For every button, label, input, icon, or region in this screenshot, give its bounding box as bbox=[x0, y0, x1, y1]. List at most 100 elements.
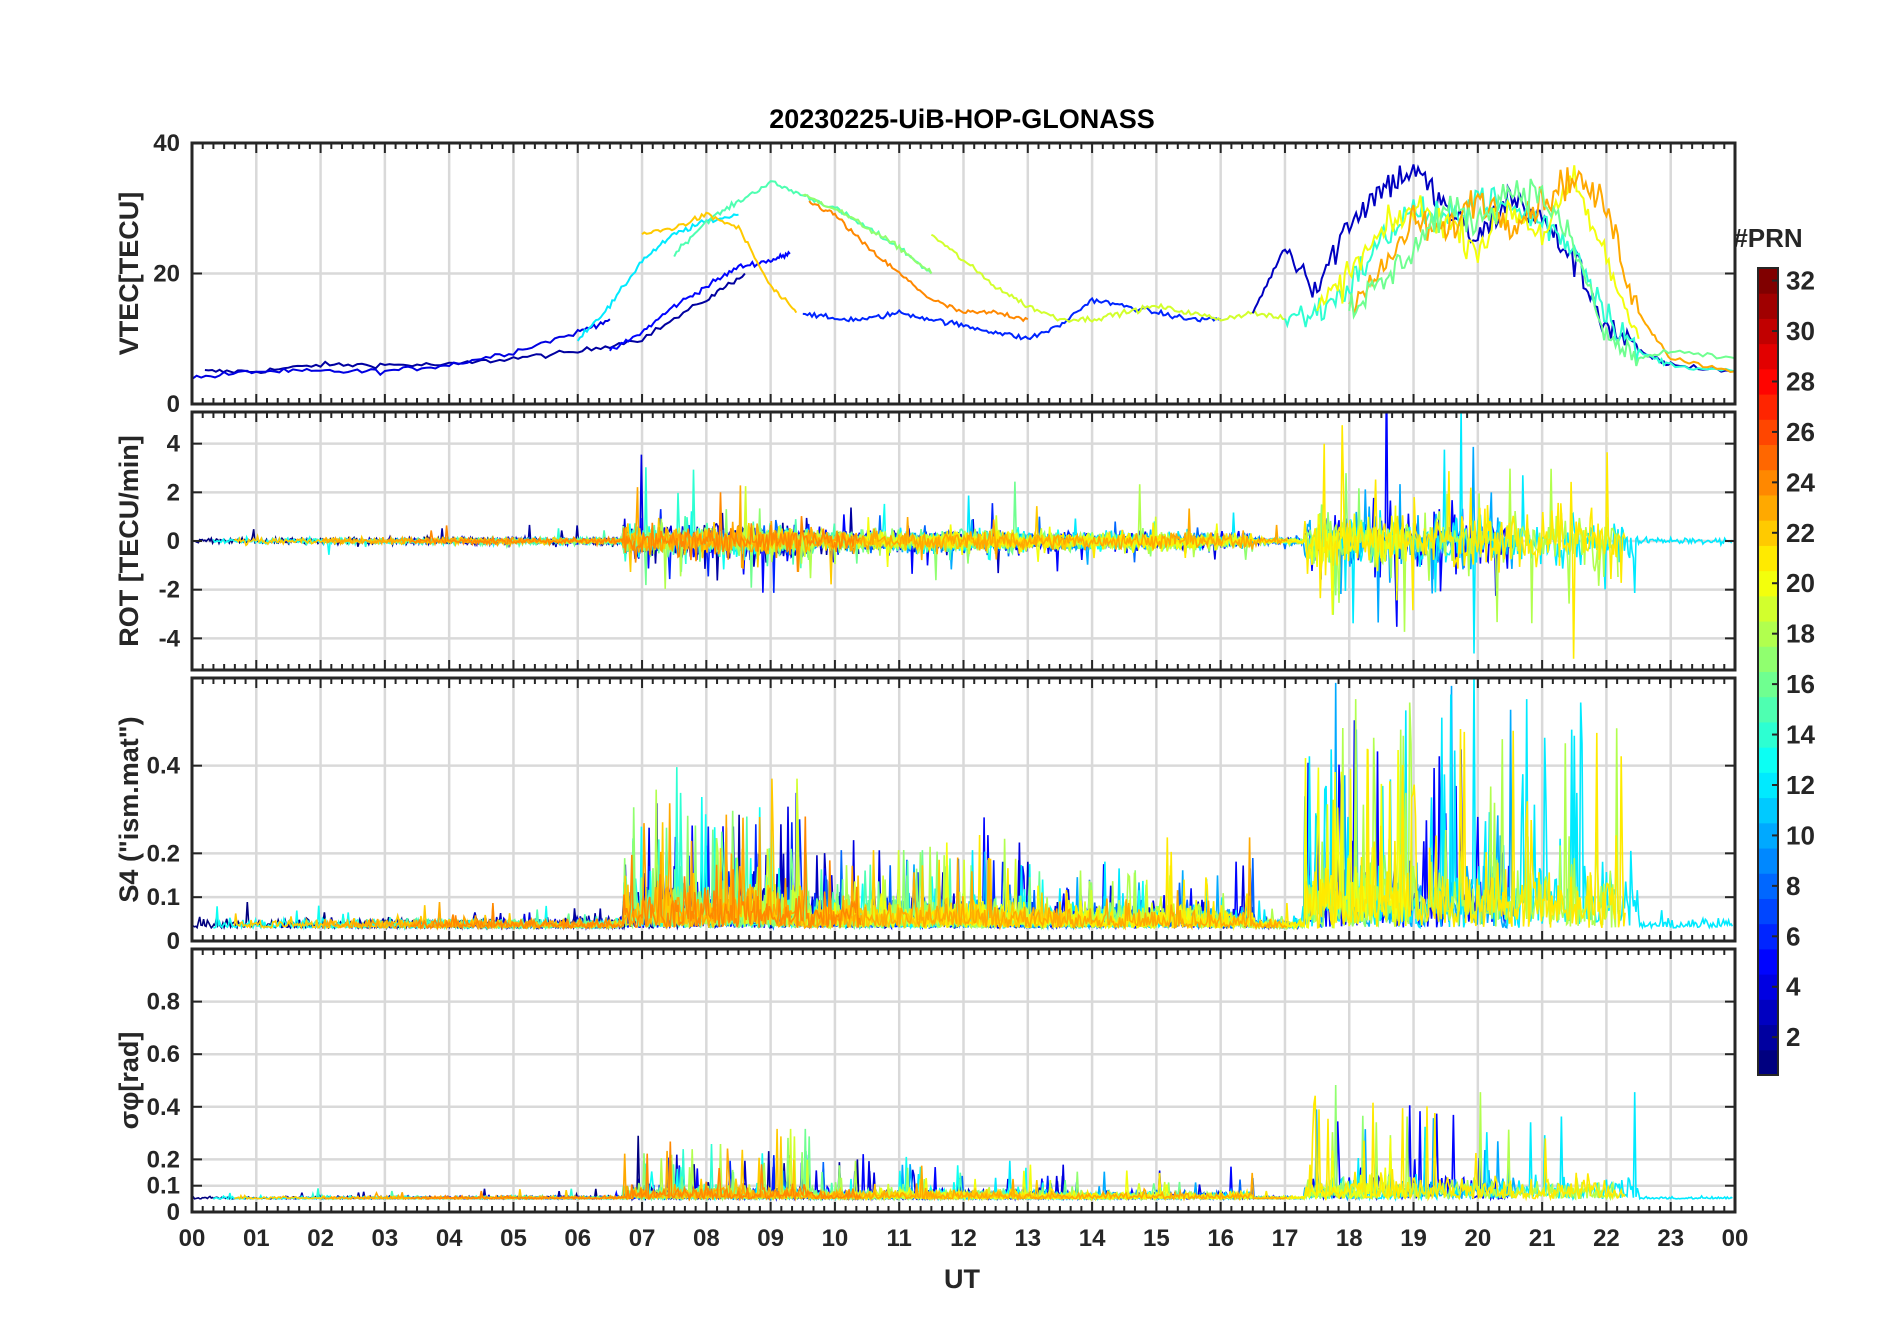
y-axis-label-s4: S4 ("ism.mat") bbox=[114, 716, 144, 902]
vtec-series-prn-12 bbox=[576, 213, 739, 342]
colorbar-step bbox=[1758, 721, 1778, 748]
colorbar-step bbox=[1758, 343, 1778, 370]
colorbar-step bbox=[1758, 747, 1778, 773]
vtec-series-prn-19 bbox=[930, 233, 1286, 324]
colorbar-step bbox=[1758, 469, 1778, 496]
panel-sigma-series bbox=[192, 1084, 1733, 1202]
colorbar-step bbox=[1758, 1024, 1778, 1051]
x-tick-label: 20 bbox=[1464, 1225, 1491, 1252]
vtec-series-prn-3 bbox=[1251, 164, 1735, 373]
x-tick-label: 05 bbox=[500, 1225, 527, 1252]
panel-s4: 0 0.1 0.2 0.4S4 ("ism.mat") bbox=[114, 676, 1737, 955]
x-tick-label: 13 bbox=[1014, 1225, 1041, 1252]
colorbar-step bbox=[1758, 898, 1778, 925]
colorbar-step bbox=[1758, 646, 1778, 672]
y-tick-label: 4 bbox=[167, 431, 181, 458]
colorbar-step bbox=[1758, 923, 1778, 950]
colorbar-step bbox=[1758, 318, 1778, 345]
colorbar-step bbox=[1758, 520, 1778, 546]
vtec-series-prn-16 bbox=[1348, 178, 1735, 367]
x-tick-label: 12 bbox=[950, 1225, 977, 1252]
vtec-series-prn-5 bbox=[609, 250, 791, 352]
colorbar-step bbox=[1758, 948, 1778, 975]
colorbar-step bbox=[1758, 873, 1778, 899]
colorbar-tick-label: 8 bbox=[1786, 871, 1800, 901]
colorbar-step bbox=[1758, 974, 1778, 1000]
sigma-series-prn-24 bbox=[410, 1141, 862, 1202]
colorbar-tick-label: 20 bbox=[1786, 568, 1815, 598]
x-tick-label: 00 bbox=[1722, 1225, 1749, 1252]
colorbar-title: #PRN bbox=[1733, 223, 1802, 253]
x-tick-label: 21 bbox=[1529, 1225, 1556, 1252]
x-tick-label: 17 bbox=[1272, 1225, 1299, 1252]
x-axis-label: UT bbox=[944, 1264, 980, 1294]
y-tick-label: 0.1 bbox=[147, 1173, 180, 1200]
colorbar-step bbox=[1758, 797, 1778, 824]
x-tick-label: 23 bbox=[1657, 1225, 1684, 1252]
y-tick-label: -2 bbox=[159, 577, 180, 604]
colorbar-step bbox=[1758, 1049, 1778, 1076]
panel-s4-series bbox=[192, 678, 1734, 931]
y-axis-label-vtec: VTEC[TECU] bbox=[114, 192, 144, 356]
colorbar-step bbox=[1758, 999, 1778, 1026]
y-tick-label: 0.2 bbox=[147, 840, 180, 867]
y-tick-label: 0.6 bbox=[147, 1041, 180, 1068]
panel-vtec-series bbox=[192, 164, 1735, 380]
panel-sigma: 00.10.2 0.4 0.6 0.8σφ[rad] bbox=[114, 947, 1737, 1226]
colorbar-step bbox=[1758, 570, 1778, 597]
s4-series-prn-21 bbox=[917, 728, 1626, 930]
y-tick-label: 0.4 bbox=[147, 1094, 181, 1121]
colorbar-tick-label: 6 bbox=[1786, 921, 1800, 951]
x-tick-label: 00 bbox=[179, 1225, 206, 1252]
colorbar-step bbox=[1758, 772, 1778, 799]
y-tick-label: 20 bbox=[153, 261, 180, 288]
chart-title: 20230225-UiB-HOP-GLONASS bbox=[769, 104, 1155, 134]
x-tick-label: 16 bbox=[1207, 1225, 1234, 1252]
vtec-series-prn-6 bbox=[802, 296, 1221, 341]
panel-vtec: 0 20 40 VTEC[TECU] bbox=[114, 130, 1737, 418]
x-tick-label: 14 bbox=[1079, 1225, 1106, 1252]
x-tick-label: 11 bbox=[887, 1225, 912, 1252]
x-tick-label: 19 bbox=[1400, 1225, 1427, 1252]
y-tick-label: 0.2 bbox=[147, 1146, 180, 1173]
colorbar-tick-label: 18 bbox=[1786, 619, 1815, 649]
colorbar-tick-label: 24 bbox=[1786, 467, 1815, 497]
y-tick-label: 0 bbox=[167, 391, 180, 418]
x-tick-label: 01 bbox=[243, 1225, 270, 1252]
colorbar-tick-label: 2 bbox=[1786, 1022, 1800, 1052]
colorbar-step bbox=[1758, 848, 1778, 874]
panel-rot-series bbox=[192, 412, 1734, 659]
colorbar-tick-label: 30 bbox=[1786, 316, 1815, 346]
x-tick-label: 09 bbox=[757, 1225, 784, 1252]
colorbar-step bbox=[1758, 696, 1778, 723]
x-tick-label: 07 bbox=[629, 1225, 656, 1252]
vtec-series-prn-17 bbox=[802, 193, 933, 274]
y-axis-label-sigma: σφ[rad] bbox=[114, 1032, 144, 1130]
x-tick-label: 18 bbox=[1336, 1225, 1363, 1252]
colorbar-step bbox=[1758, 822, 1778, 849]
s4-series-prn-24 bbox=[410, 816, 862, 931]
y-tick-label: 0.8 bbox=[147, 989, 180, 1016]
y-tick-label: 2 bbox=[167, 479, 180, 506]
x-tick-label: 22 bbox=[1593, 1225, 1620, 1252]
y-tick-label: 40 bbox=[153, 130, 180, 157]
x-tick-label: 02 bbox=[307, 1225, 334, 1252]
y-tick-label: -4 bbox=[159, 625, 181, 652]
vtec-series-prn-14 bbox=[1284, 186, 1735, 373]
colorbar-step bbox=[1758, 621, 1778, 647]
x-tick-label: 06 bbox=[564, 1225, 591, 1252]
colorbar-step bbox=[1758, 419, 1778, 446]
colorbar-step bbox=[1758, 595, 1778, 622]
y-tick-label: 0 bbox=[167, 528, 180, 555]
s4-series-prn-23 bbox=[321, 803, 1287, 931]
x-tick-label: 10 bbox=[822, 1225, 849, 1252]
x-tick-label: 03 bbox=[372, 1225, 399, 1252]
colorbar-step bbox=[1758, 444, 1778, 471]
colorbar-tick-label: 14 bbox=[1786, 720, 1815, 750]
y-axis-label-rot: ROT [TECU/min] bbox=[114, 435, 144, 646]
colorbar-step bbox=[1758, 394, 1778, 420]
colorbar-tick-label: 10 bbox=[1786, 820, 1815, 850]
